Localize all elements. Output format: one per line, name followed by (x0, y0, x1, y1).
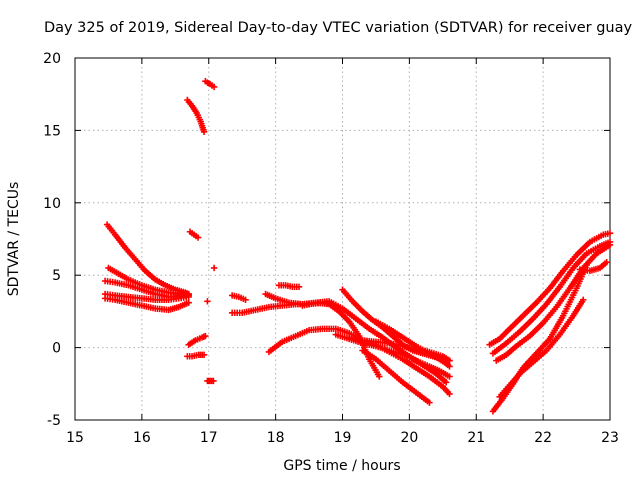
data-points (101, 77, 614, 415)
series-arc-7 (202, 77, 218, 91)
x-tick-labels: 15 16 17 18 19 20 21 22 23 (66, 430, 619, 446)
x-tick-label: 17 (200, 430, 218, 446)
x-tick-label: 20 (400, 430, 418, 446)
data-point-marker (583, 261, 590, 269)
series-arc-24 (359, 347, 433, 406)
data-point-marker (185, 293, 192, 301)
data-point-marker (603, 258, 610, 266)
x-tick-label: 15 (66, 430, 84, 446)
series-arc-27 (493, 241, 614, 364)
data-point-marker (446, 363, 453, 370)
data-point-marker (202, 332, 209, 340)
series-arc-23 (372, 318, 453, 370)
data-point-marker (210, 264, 218, 272)
data-point-marker (606, 230, 614, 237)
data-point-marker (446, 373, 453, 380)
series-arc-8 (186, 228, 202, 241)
x-tick-label: 23 (601, 430, 619, 446)
series-arc-25 (486, 230, 614, 348)
series-arc-13 (204, 298, 211, 305)
x-tick-label: 16 (133, 430, 151, 446)
data-point-marker (185, 299, 192, 306)
data-point-marker (446, 357, 453, 364)
x-tick-label: 21 (467, 430, 485, 446)
series-arc-29 (496, 296, 587, 401)
y-tick-label: 20 (43, 51, 61, 67)
series-arc-11 (204, 377, 217, 385)
data-point-marker (210, 377, 217, 385)
data-point-marker (376, 373, 383, 380)
series-arc-26 (489, 238, 614, 357)
y-tick-label: 5 (52, 268, 61, 284)
data-point-marker (446, 390, 453, 398)
series-arc-30 (576, 258, 610, 275)
data-point-marker (295, 283, 303, 290)
y-tick-labels: -5 0 5 10 15 20 (43, 51, 61, 429)
data-point-marker (200, 351, 208, 359)
chart-title: Day 325 of 2019, Sidereal Day-to-day VTE… (44, 20, 633, 36)
x-tick-label: 22 (534, 430, 552, 446)
data-point-marker (204, 298, 211, 305)
data-point-marker (242, 296, 249, 304)
y-tick-label: 0 (52, 341, 61, 357)
axis-ticks (74, 57, 611, 421)
data-point-marker (606, 241, 614, 248)
y-tick-label: 10 (43, 196, 61, 212)
series-arc-4 (101, 290, 192, 304)
series-arc-5 (101, 295, 192, 314)
data-point-marker (442, 379, 450, 386)
series-arc-10 (184, 351, 208, 360)
y-axis-label: SDTVAR / TECUs (6, 182, 22, 297)
series-arc-17 (275, 282, 303, 290)
data-point-marker (200, 128, 208, 136)
x-tick-label: 19 (334, 430, 352, 446)
series-arc-6 (184, 96, 208, 136)
data-point-marker (426, 399, 433, 406)
series-arc-9 (185, 332, 209, 348)
data-point-marker (210, 83, 218, 91)
x-axis-label: GPS time / hours (283, 458, 400, 474)
data-point-marker (194, 234, 202, 241)
series-arc-12 (210, 264, 218, 272)
y-tick-label: -5 (47, 413, 61, 429)
data-point-marker (580, 296, 587, 304)
y-tick-label: 15 (43, 123, 61, 139)
x-tick-label: 18 (267, 430, 285, 446)
series-arc-14 (228, 292, 249, 304)
series-arc-2 (105, 264, 192, 298)
